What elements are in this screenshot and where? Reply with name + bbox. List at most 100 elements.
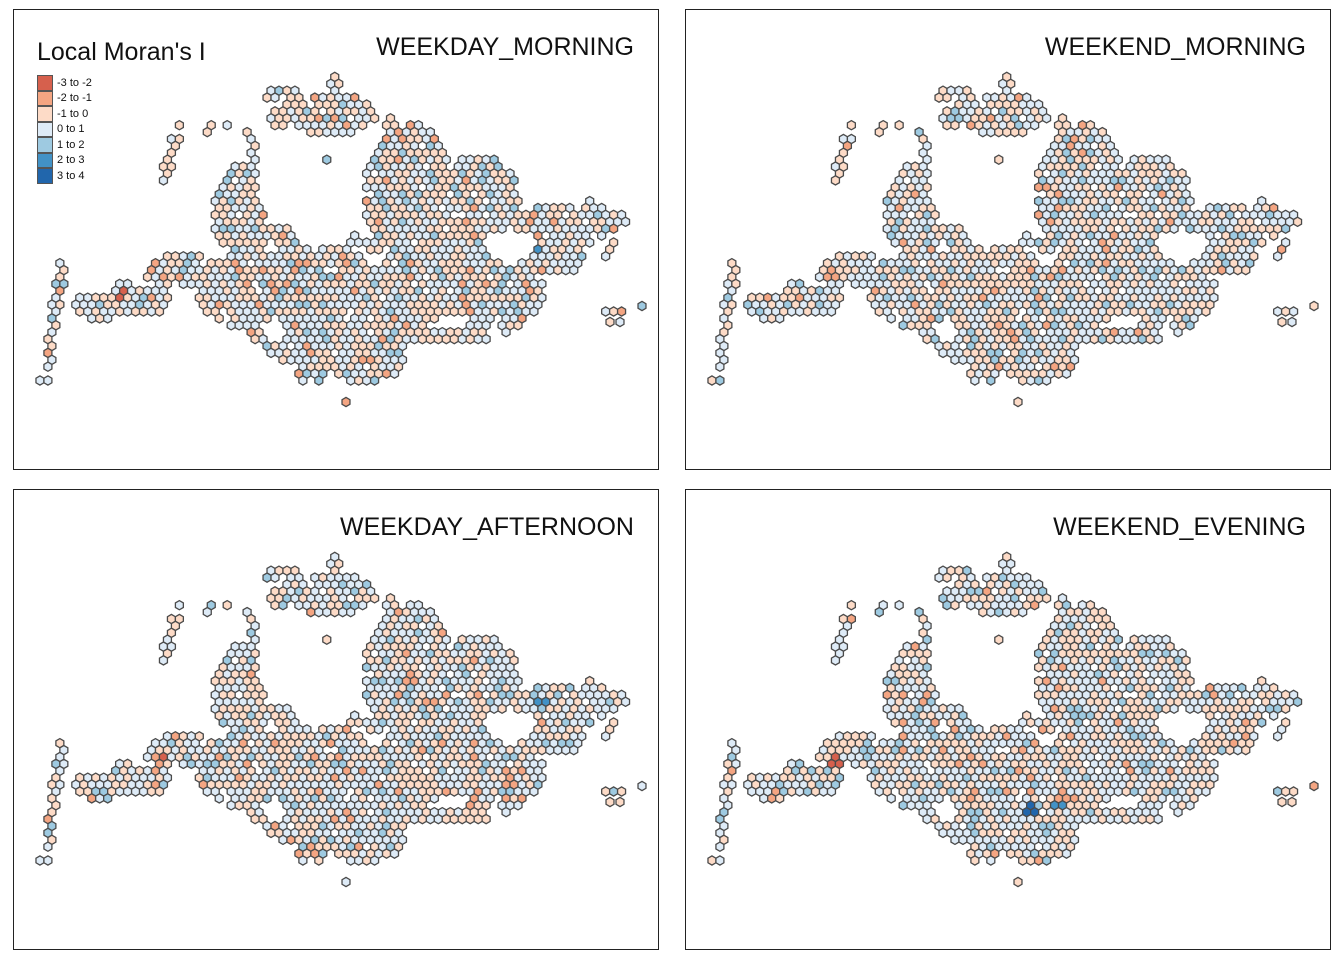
hexagon-cell	[1121, 306, 1131, 317]
hexagon-cell	[553, 264, 563, 276]
hexagon-cell	[978, 126, 988, 138]
hexagon-cell	[585, 717, 595, 728]
hexagon-cell	[1002, 606, 1012, 618]
hexagon-cell	[497, 703, 507, 715]
hexagon-cell	[266, 827, 276, 839]
hexagon-cell	[409, 813, 420, 825]
hexagon-cell	[218, 717, 228, 728]
hexagon-cell	[417, 333, 428, 345]
hexagon-cell	[894, 119, 904, 131]
hexagon-cell	[1006, 368, 1016, 379]
hexagon-cell	[1217, 264, 1227, 276]
hexagon-cell	[130, 306, 141, 317]
hexagon-cell	[322, 126, 332, 138]
legend-swatch	[37, 121, 53, 137]
hexagon-cell	[358, 599, 368, 611]
hexagon-cell	[1287, 316, 1297, 328]
hexagon-cell	[850, 758, 860, 770]
hexagon-cell	[970, 855, 980, 866]
hexagon-cell	[521, 223, 531, 235]
hexagon-cell	[178, 758, 188, 770]
hexagon-cell	[1089, 333, 1100, 345]
hexagon-cell	[513, 319, 523, 331]
hexagon-cell	[1113, 306, 1123, 317]
hexagon-cell	[537, 264, 547, 276]
hexagon-cell	[1006, 848, 1016, 859]
map-panel-weekend-morning: WEEKEND_MORNING	[685, 9, 1331, 470]
hexagon-cell	[1145, 333, 1155, 345]
hexagon-cell	[597, 710, 607, 721]
hexagon-cell	[278, 834, 288, 846]
hexagon-cell	[605, 796, 615, 808]
hexagon-cell	[158, 655, 169, 666]
hexagon-cell	[75, 306, 85, 317]
hexagon-cell	[202, 306, 212, 317]
hexagon-cell	[298, 855, 308, 866]
hexagon-cell	[1241, 264, 1251, 276]
hexagon-cell	[389, 368, 400, 379]
hexagon-cell	[890, 717, 900, 728]
hexagon-cell	[178, 278, 188, 290]
hexagon-cell	[814, 271, 825, 283]
hexagon-cell	[637, 780, 647, 792]
hexagon-cell	[545, 744, 555, 756]
legend-swatch	[37, 137, 53, 153]
hexagon-cell	[1129, 813, 1139, 825]
hexagon-cell	[998, 257, 1008, 269]
hexagon-cell	[830, 655, 841, 666]
hexagon-cell	[818, 306, 829, 317]
hexagon-cell	[894, 599, 904, 611]
hexagon-cell	[234, 319, 244, 331]
hexagon-cell	[620, 696, 631, 708]
hexagon-cell	[601, 730, 611, 742]
hexagon-cell	[314, 375, 324, 386]
hexagon-cell	[441, 786, 451, 797]
hexagon-cell	[1129, 306, 1139, 317]
hexagon-cell	[417, 813, 428, 825]
hexagon-cell	[497, 223, 507, 235]
legend-item-label: -3 to -2	[57, 76, 92, 89]
hexagon-cell	[1137, 813, 1147, 825]
hexagon-cell	[138, 306, 149, 317]
hexagon-cell	[1288, 786, 1299, 797]
hexagon-cell	[994, 606, 1004, 618]
hexagon-cell	[262, 793, 272, 804]
panel-title: WEEKEND_MORNING	[1044, 33, 1306, 61]
hexagon-cell	[1113, 333, 1123, 345]
hexagon-cell	[361, 661, 372, 673]
hexagon-cell	[1018, 126, 1028, 138]
hexagon-cell	[850, 278, 860, 290]
hexagon-cell	[942, 92, 952, 103]
hexagon-cell	[616, 306, 627, 317]
hexagon-cell	[1309, 780, 1319, 792]
hexagon-cell	[294, 599, 304, 611]
hexagon-cell	[585, 237, 595, 248]
hexagon-cell	[270, 119, 280, 131]
legend-item-label: -1 to 0	[57, 107, 89, 120]
hexagon-cell	[1269, 230, 1279, 241]
hexagon-cell	[998, 737, 1008, 749]
hexagon-cell	[1030, 119, 1040, 131]
hexagon-cell	[966, 119, 976, 131]
hexagon-cell	[270, 599, 280, 611]
hexagon-cell	[794, 306, 805, 317]
hexagon-cell	[970, 375, 980, 386]
hexagon-cell	[286, 834, 296, 846]
hexagon-cell	[87, 313, 97, 324]
hexagon-cell	[1121, 333, 1131, 345]
legend-swatch	[37, 75, 53, 91]
hexagon-cell	[950, 834, 960, 846]
hexagon-cell	[369, 375, 380, 386]
hexagon-cell	[373, 244, 384, 255]
legend-item-label: 1 to 2	[57, 138, 85, 151]
hexagon-cell	[747, 786, 757, 797]
hexagon-cell	[1013, 876, 1023, 888]
legend-item: -2 to -1	[37, 90, 206, 106]
hexagon-cell	[874, 786, 884, 797]
hexagon-cell	[441, 306, 451, 317]
hexagon-cell	[95, 793, 105, 804]
hexagon-cell	[114, 306, 125, 317]
hexagon-cell	[561, 264, 571, 276]
hexagon-cell	[365, 244, 376, 255]
hexagon-cell	[481, 333, 491, 345]
